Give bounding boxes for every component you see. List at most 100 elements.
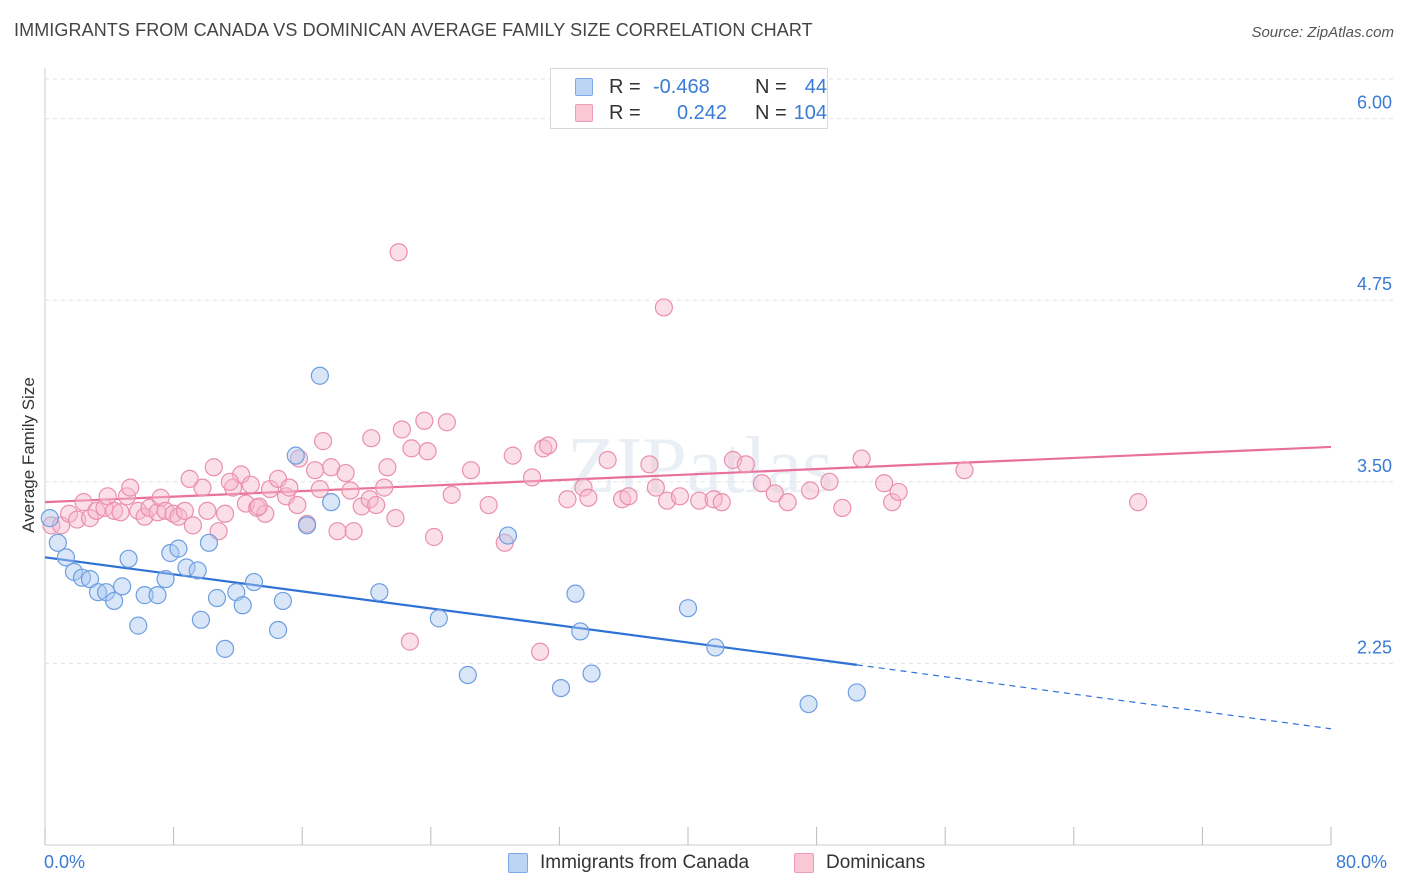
- blue-data-point: [706, 638, 725, 657]
- pink-data-point: [833, 498, 852, 518]
- legend-n-value: 44: [804, 76, 827, 98]
- pink-data-point: [765, 484, 784, 503]
- pink-data-point: [336, 463, 355, 483]
- axes: [44, 68, 1332, 846]
- pink-data-point: [392, 420, 411, 439]
- legend-n-label: N =: [755, 102, 787, 124]
- blue-data-point: [148, 586, 167, 605]
- legend-n-label: N =: [755, 76, 787, 98]
- blue-data-point: [498, 526, 518, 545]
- y-tick-label: 2.25: [1357, 637, 1392, 657]
- pink-data-point: [209, 522, 228, 541]
- pink-data-point: [579, 488, 598, 507]
- pink-data-point: [852, 449, 871, 468]
- pink-data-point: [1128, 493, 1148, 512]
- blue-data-point: [80, 570, 100, 589]
- pink-data-point: [461, 461, 481, 480]
- blue-data-point: [233, 596, 252, 615]
- pink-data-point: [522, 468, 542, 487]
- blue-data-point: [156, 570, 175, 589]
- pink-data-point: [418, 442, 437, 461]
- pink-data-point: [400, 632, 420, 651]
- blue-data-point: [551, 678, 571, 698]
- pink-data-point: [442, 485, 461, 504]
- pink-data-point: [280, 478, 299, 497]
- pink-data-point: [955, 461, 974, 480]
- pink-data-point: [328, 522, 347, 541]
- x-tick-label-max: 80.0%: [1336, 852, 1388, 872]
- pink-data-point: [367, 495, 386, 515]
- pink-data-point: [539, 436, 558, 455]
- legend-swatch-dominicans: [575, 104, 593, 122]
- pink-data-point: [121, 478, 140, 497]
- blue-data-point: [129, 616, 148, 635]
- pink-data-point: [654, 298, 673, 317]
- stats-legend: R = -0.468 N = 44 R = 0.242 N = 104: [550, 68, 828, 129]
- y-tick-label: 4.75: [1357, 274, 1392, 294]
- blue-data-point: [566, 584, 585, 603]
- blue-data-point: [215, 639, 235, 658]
- pink-data-point: [215, 504, 235, 523]
- blue-data-point: [40, 509, 59, 528]
- trend-lines: [44, 445, 1332, 730]
- blue-data-point: [177, 558, 196, 577]
- pink-data-point: [183, 516, 202, 535]
- blue-data-point: [273, 591, 293, 611]
- y-tick-labels: 2.25 3.50 4.75 6.00: [1357, 93, 1392, 658]
- legend-r-label: R =: [609, 102, 641, 124]
- pink-data-point: [42, 516, 61, 535]
- pink-data-point: [344, 522, 363, 541]
- blue-data-point: [582, 664, 601, 683]
- legend-r-value: 0.242: [677, 102, 728, 124]
- pink-data-point: [534, 439, 553, 458]
- pink-data-point: [386, 509, 405, 528]
- bottom-legend-label-dominicans: Dominicans: [826, 852, 926, 873]
- pink-data-point: [241, 475, 260, 494]
- pink-data-point: [198, 501, 217, 520]
- pink-data-point: [80, 509, 100, 528]
- blue-data-point: [135, 586, 154, 605]
- pink-data-point: [220, 472, 239, 491]
- legend-r-label: R =: [609, 76, 641, 98]
- chart-title: IMMIGRANTS FROM CANADA VS DOMINICAN AVER…: [14, 20, 813, 40]
- pink-data-point: [289, 449, 309, 468]
- pink-data-point: [690, 491, 709, 510]
- pink-data-point: [389, 243, 408, 262]
- pink-trend-line: [44, 445, 1332, 504]
- pink-data-point: [362, 429, 381, 448]
- pink-data-point: [820, 472, 839, 491]
- pink-data-point: [164, 504, 183, 523]
- pink-data-point: [640, 455, 659, 474]
- pink-data-point: [736, 455, 755, 474]
- pink-data-point: [111, 503, 130, 522]
- pink-data-point: [175, 501, 194, 520]
- pink-data-point: [598, 450, 617, 470]
- blue-trend-line: [44, 556, 857, 666]
- pink-data-point: [883, 493, 902, 512]
- blue-data-point: [207, 588, 227, 608]
- blue-data-point: [169, 539, 188, 558]
- pink-data-point: [479, 495, 498, 515]
- pink-data-point: [249, 497, 268, 516]
- pink-data-point: [531, 642, 550, 661]
- blue-data-point: [268, 620, 288, 640]
- pink-data-point: [670, 487, 690, 506]
- legend-swatch-canada: [575, 78, 593, 96]
- blue-trend-extension: [856, 664, 1332, 730]
- blue-data-point: [113, 577, 132, 596]
- blue-data-point: [191, 610, 211, 629]
- legend-n-value: 104: [793, 102, 827, 124]
- blue-data-point: [188, 561, 207, 580]
- pink-data-point: [313, 432, 333, 451]
- blue-data-point: [119, 549, 138, 568]
- pink-data-point: [74, 493, 93, 512]
- data-points: [40, 243, 1148, 714]
- blue-data-point: [244, 572, 264, 592]
- blue-data-point: [799, 694, 818, 714]
- bottom-legend-swatch-canada: [508, 853, 528, 873]
- pink-data-point: [288, 495, 307, 515]
- pink-data-point: [437, 413, 456, 432]
- pink-data-point: [223, 478, 243, 497]
- pink-data-point: [341, 481, 360, 500]
